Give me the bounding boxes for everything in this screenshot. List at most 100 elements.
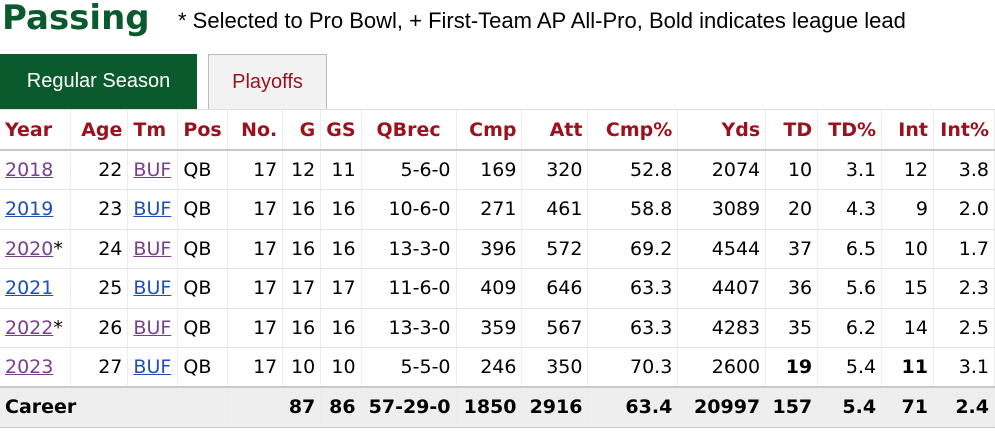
int-cell: 15: [881, 268, 934, 309]
g-cell: 16: [282, 229, 322, 269]
age-cell: 24: [70, 229, 129, 269]
cmp-cell: 396: [456, 229, 523, 269]
age-cell: 22: [70, 150, 129, 190]
gs-cell: 17: [320, 268, 362, 309]
col-header-int-pct[interactable]: Int%: [933, 110, 995, 151]
col-header-gs[interactable]: GS: [320, 110, 362, 151]
pos-cell: QB: [177, 189, 229, 230]
career-g-cell: 87: [282, 386, 322, 428]
career-cmp-cell: 1850: [456, 386, 523, 428]
att-cell: 567: [521, 308, 589, 348]
number-cell: 17: [227, 347, 284, 388]
age-cell: 25: [70, 268, 129, 309]
career-row: Career 87 86 57-29-0 1850 2916 63.4 2099…: [0, 386, 995, 428]
col-header-cmp[interactable]: Cmp: [456, 110, 523, 151]
col-header-team[interactable]: Tm: [127, 110, 179, 151]
cmp-cell: 359: [456, 308, 523, 348]
qbrec-cell: 13-3-0: [361, 229, 457, 269]
td-cell: 37: [765, 229, 819, 269]
pos-cell: QB: [177, 308, 229, 348]
table-row: 2021 25 BUF QB 17 17 17 11-6-0 409 646 6…: [0, 268, 995, 309]
cmp-pct-cell: 58.8: [587, 189, 679, 230]
td-cell: 20: [765, 189, 819, 230]
col-header-number[interactable]: No.: [227, 110, 284, 151]
cmp-pct-cell: 70.3: [587, 347, 679, 388]
cmp-pct-cell: 52.8: [587, 150, 679, 190]
qbrec-cell: 5-6-0: [361, 150, 457, 190]
td-cell-league-lead: 19: [765, 347, 819, 388]
int-cell-league-lead: 11: [881, 347, 934, 388]
year-link[interactable]: 2019: [5, 198, 54, 221]
int-cell: 12: [881, 150, 934, 190]
td-cell: 10: [765, 150, 819, 190]
team-link[interactable]: BUF: [133, 356, 172, 378]
qbrec-cell: 5-5-0: [361, 347, 457, 388]
age-cell: 23: [70, 189, 129, 230]
col-header-cmp-pct[interactable]: Cmp%: [587, 110, 679, 151]
career-label: Career: [0, 386, 229, 428]
team-link[interactable]: BUF: [133, 237, 172, 260]
g-cell: 16: [282, 308, 322, 348]
gs-cell: 16: [320, 189, 362, 230]
col-header-pos[interactable]: Pos: [177, 110, 229, 151]
col-header-td-pct[interactable]: TD%: [817, 110, 883, 151]
legend-note: * Selected to Pro Bowl, + First-Team AP …: [178, 8, 906, 33]
career-qbrec-cell: 57-29-0: [361, 386, 457, 428]
qbrec-cell: 10-6-0: [361, 189, 457, 230]
career-int-cell: 71: [881, 386, 934, 428]
season-tabs: Regular Season Playoffs: [0, 54, 995, 109]
int-pct-cell: 2.3: [933, 268, 995, 309]
career-cmp-pct-cell: 63.4: [587, 386, 679, 428]
page-title: Passing: [2, 0, 150, 38]
gs-cell: 16: [320, 308, 362, 348]
att-cell: 646: [521, 268, 589, 309]
table-row: 2020* 24 BUF QB 17 16 16 13-3-0 396 572 …: [0, 229, 995, 269]
att-cell: 350: [521, 347, 589, 388]
number-cell: 17: [227, 268, 284, 309]
year-link[interactable]: 2020: [5, 237, 54, 260]
year-link[interactable]: 2018: [5, 159, 54, 181]
year-link[interactable]: 2021: [5, 277, 54, 300]
col-header-year[interactable]: Year: [0, 110, 72, 151]
qbrec-cell: 11-6-0: [361, 268, 457, 309]
team-link[interactable]: BUF: [133, 316, 172, 339]
qbrec-cell: 13-3-0: [361, 308, 457, 348]
team-link[interactable]: BUF: [133, 198, 172, 221]
cmp-cell: 169: [456, 150, 523, 190]
year-link[interactable]: 2023: [5, 356, 54, 378]
pro-bowl-mark: *: [53, 237, 63, 260]
col-header-int[interactable]: Int: [881, 110, 934, 151]
tab-playoffs[interactable]: Playoffs: [208, 54, 327, 109]
career-td-cell: 157: [765, 386, 819, 428]
td-pct-cell: 5.4: [817, 347, 883, 388]
table-row: 2019 23 BUF QB 17 16 16 10-6-0 271 461 5…: [0, 189, 995, 230]
col-header-age[interactable]: Age: [70, 110, 129, 151]
td-pct-cell: 3.1: [817, 150, 883, 190]
cmp-pct-cell: 69.2: [587, 229, 679, 269]
att-cell: 572: [521, 229, 589, 269]
pos-cell: QB: [177, 347, 229, 388]
career-int-pct-cell: 2.4: [933, 386, 995, 428]
tab-regular-season[interactable]: Regular Season: [0, 54, 197, 109]
col-header-td[interactable]: TD: [765, 110, 819, 151]
number-cell: 17: [227, 308, 284, 348]
yds-cell: 3089: [677, 189, 767, 230]
pos-cell: QB: [177, 150, 229, 190]
col-header-g[interactable]: G: [282, 110, 322, 151]
g-cell: 10: [282, 347, 322, 388]
age-cell: 27: [70, 347, 129, 388]
career-yds-cell: 20997: [677, 386, 767, 428]
year-link[interactable]: 2022: [5, 316, 54, 339]
team-link[interactable]: BUF: [133, 277, 172, 300]
att-cell: 461: [521, 189, 589, 230]
cmp-pct-cell: 63.3: [587, 308, 679, 348]
table-row: 2018 22 BUF QB 17 12 11 5-6-0 169 320 52…: [0, 150, 995, 190]
team-link[interactable]: BUF: [133, 159, 172, 181]
col-header-yds[interactable]: Yds: [677, 110, 767, 151]
col-header-qbrec[interactable]: QBrec: [361, 110, 457, 151]
career-gs-cell: 86: [320, 386, 362, 428]
int-cell: 9: [881, 189, 934, 230]
yds-cell: 4544: [677, 229, 767, 269]
col-header-att[interactable]: Att: [521, 110, 589, 151]
yds-cell: 2600: [677, 347, 767, 388]
